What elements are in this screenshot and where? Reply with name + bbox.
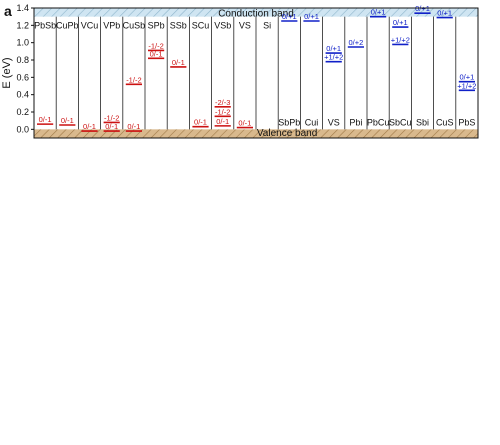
transition-level-label: 0/-1 (83, 122, 96, 131)
defect-name: PbCu (367, 117, 390, 127)
conduction-band-label: Conduction band (218, 8, 294, 19)
transition-level-label: 0/+1 (393, 18, 408, 27)
transition-level-label: -1/-2 (148, 41, 163, 50)
transition-level-label: 0/-1 (216, 117, 229, 126)
defect-name: Si (263, 21, 271, 31)
y-axis-label: E (eV) (1, 57, 13, 88)
column-dividers (55, 16, 457, 130)
plot-frame (33, 7, 479, 139)
defect-name: VPb (103, 21, 120, 31)
defect-name: PbSb (34, 21, 56, 31)
defect-name: VS (239, 21, 251, 31)
transition-level-label: 0/+1 (282, 12, 297, 21)
defect-name: VS (328, 117, 340, 127)
defect-name: SPb (148, 21, 165, 31)
transition-level-label: 0/+1 (415, 4, 430, 13)
transition-level-label: 0/+1 (326, 44, 341, 53)
defect-name: Cui (305, 117, 319, 127)
transition-level-label: 0/+1 (437, 9, 452, 18)
transition-level-label: -1/-2 (215, 107, 230, 116)
transition-level-label: 0/-1 (150, 49, 163, 58)
transition-level-label: -2/-3 (215, 98, 230, 107)
defect-name: SbCu (389, 117, 412, 127)
defect-names: PbSb CuPb VCu VPb CuSb SPb SSb SCu VSb VS Si SbPb Cu… (34, 21, 475, 128)
conduction-band-region (34, 8, 478, 17)
transition-level-label: 0/+1 (304, 12, 319, 21)
transition-level-label: 0/-1 (238, 119, 251, 128)
transition-level-label: 0/+1 (371, 8, 386, 17)
transition-level-label: +1/+2 (457, 81, 476, 90)
y-tick-label: 0.0 (16, 124, 29, 134)
panel-letter: a (4, 3, 12, 19)
y-tick-label: 0.8 (16, 55, 29, 65)
transition-levels: 0/-1 0/-10/-1-1/-20/-1-1/-20/-1-1/-20/-10… (37, 4, 476, 132)
transition-level-label: -1/-2 (104, 113, 119, 122)
defect-name: SCu (192, 21, 210, 31)
defect-name: CuPb (56, 21, 79, 31)
defect-name: PbS (458, 117, 475, 127)
y-axis: 0.0 0.2 0.4 0.6 0.8 1.0 1.2 1.4 (16, 3, 34, 134)
defect-name: Sbi (416, 117, 429, 127)
defect-name: CuSb (123, 21, 146, 31)
transition-level-label: -1/-2 (126, 75, 141, 84)
y-tick-label: 0.6 (16, 72, 29, 82)
y-tick-label: 0.4 (16, 90, 29, 100)
y-tick-label: 1.2 (16, 20, 29, 30)
transition-level-label: 0/-1 (172, 58, 185, 67)
defect-name: SbPb (278, 117, 300, 127)
defect-name: Pbi (349, 117, 362, 127)
transition-level-label: 0/+1 (459, 73, 474, 82)
defect-name: SSb (170, 21, 187, 31)
transition-level-label: 0/-1 (105, 122, 118, 131)
transition-level-label: 0/-1 (39, 115, 52, 124)
y-tick-label: 1.4 (16, 3, 29, 13)
transition-level-label: 0/+2 (348, 38, 363, 47)
y-tick-label: 1.0 (16, 38, 29, 48)
transition-level-label: +1/+2 (391, 35, 410, 44)
defect-name: VCu (81, 21, 99, 31)
defect-name: CuS (436, 117, 454, 127)
valence-band-region (34, 129, 478, 138)
transition-level-label: +1/+2 (324, 53, 343, 62)
transition-level-label: 0/-1 (127, 122, 140, 131)
defect-name: VSb (214, 21, 231, 31)
transition-level-label: 0/-1 (194, 118, 207, 127)
y-tick-label: 0.2 (16, 107, 29, 117)
valence-band-label: Valence band (257, 128, 317, 139)
transition-level-label: 0/-1 (61, 116, 74, 125)
